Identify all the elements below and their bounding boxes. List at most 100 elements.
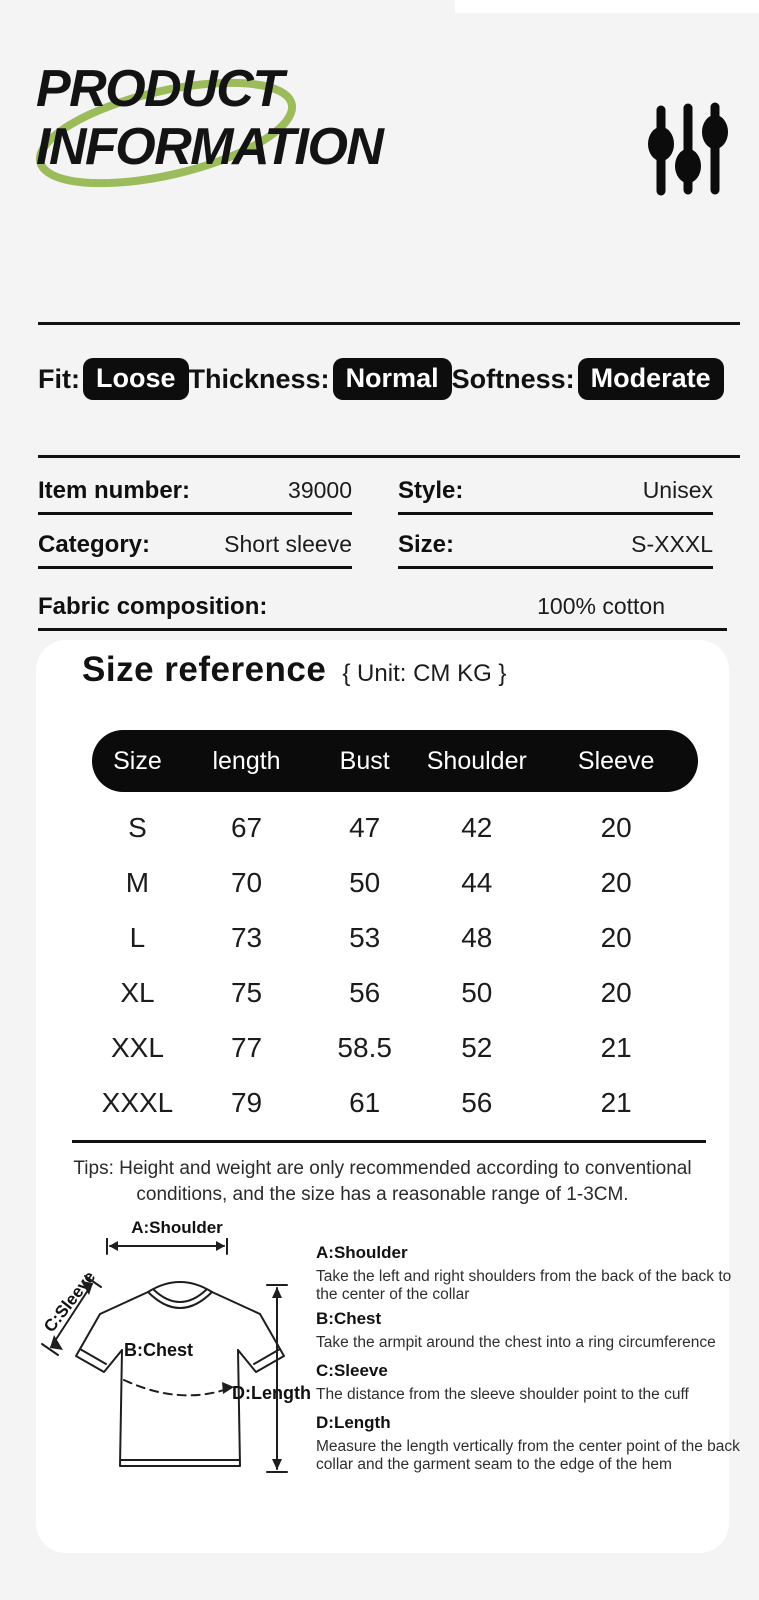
cell-bust: 58.5 bbox=[337, 1031, 392, 1063]
tips-line2: conditions, and the size has a reasonabl… bbox=[136, 1184, 629, 1205]
divider-middle bbox=[38, 455, 740, 458]
size-field: Size: S-XXXL bbox=[398, 531, 713, 569]
size-reference-header: Size reference { Unit: CM KG } bbox=[82, 650, 506, 690]
cell-size: S bbox=[128, 811, 147, 843]
page-title-line2: INFORMATION bbox=[36, 118, 384, 176]
size-label: Size: bbox=[398, 531, 455, 558]
cell-shoulder: 44 bbox=[461, 866, 493, 898]
cell-shoulder: 50 bbox=[461, 976, 493, 1008]
definition-term: C:Sleeve bbox=[316, 1361, 388, 1380]
table-bottom-divider bbox=[72, 1140, 706, 1143]
size-reference-card: Size reference { Unit: CM KG } Size leng… bbox=[36, 640, 740, 1553]
fit-attribute: Fit: Loose bbox=[38, 358, 189, 400]
size-table-body: S 67 47 42 20 M 70 50 44 20 L 73 53 48 2… bbox=[92, 800, 698, 1130]
cell-length: 67 bbox=[230, 811, 263, 843]
col-header-sleeve: Sleeve bbox=[577, 746, 655, 775]
style-field: Style: Unisex bbox=[398, 477, 713, 515]
cell-sleeve: 21 bbox=[600, 1086, 632, 1118]
definition-desc: The distance from the sleeve shoulder po… bbox=[316, 1386, 689, 1403]
definition-length: D:Length Measure the length vertically f… bbox=[316, 1413, 748, 1473]
cell-sleeve: 20 bbox=[600, 811, 632, 843]
cell-shoulder: 48 bbox=[461, 921, 493, 953]
table-row-l: L 73 53 48 20 bbox=[92, 910, 698, 965]
tips-note: Tips: Height and weight are only recomme… bbox=[36, 1156, 729, 1208]
thickness-label: Thickness: bbox=[188, 363, 330, 394]
cell-bust: 50 bbox=[349, 866, 381, 898]
definition-term: D:Length bbox=[316, 1413, 391, 1432]
cell-bust: 56 bbox=[349, 976, 381, 1008]
definition-term: A:Shoulder bbox=[316, 1243, 408, 1262]
fabric-composition-value: 100% cotton bbox=[537, 593, 665, 619]
softness-label: Softness: bbox=[451, 363, 575, 394]
category-field: Category: Short sleeve bbox=[38, 531, 352, 569]
table-row-xxxl: XXXL 79 61 56 21 bbox=[92, 1075, 698, 1130]
cell-length: 79 bbox=[230, 1086, 263, 1118]
size-table-header: Size length Bust Shoulder Sleeve bbox=[92, 730, 698, 792]
diagram-shoulder-label: A:Shoulder bbox=[131, 1218, 223, 1237]
cell-size: L bbox=[129, 921, 146, 953]
green-ellipse-scribble bbox=[35, 78, 297, 188]
tips-line1: Tips: Height and weight are only recomme… bbox=[73, 1158, 692, 1179]
size-value: S-XXXL bbox=[631, 531, 713, 557]
thickness-attribute: Thickness: Normal bbox=[189, 358, 452, 400]
table-row-m: M 70 50 44 20 bbox=[92, 855, 698, 910]
softness-attribute: Softness: Moderate bbox=[452, 358, 724, 400]
size-reference-unit: { Unit: CM KG } bbox=[342, 660, 507, 687]
fabric-composition-field: Fabric composition: 100% cotton bbox=[38, 593, 727, 631]
cell-sleeve: 20 bbox=[600, 921, 632, 953]
cell-shoulder: 42 bbox=[461, 811, 493, 843]
diagram-length-label: D:Length bbox=[232, 1383, 311, 1403]
definition-shoulder: A:Shoulder Take the left and right shoul… bbox=[316, 1243, 748, 1303]
top-right-white-strip bbox=[455, 0, 759, 13]
cell-size: XXXL bbox=[101, 1086, 174, 1118]
attributes-row: Fit: Loose Thickness: Normal Softness: M… bbox=[38, 358, 724, 400]
page-title-line1: PRODUCT bbox=[36, 60, 284, 118]
definition-desc: Take the left and right shoulders from t… bbox=[316, 1268, 732, 1303]
fabric-composition-label: Fabric composition: bbox=[38, 593, 268, 620]
cell-size: XL bbox=[120, 976, 155, 1008]
cell-length: 73 bbox=[230, 921, 263, 953]
cell-length: 70 bbox=[230, 866, 263, 898]
divider-top bbox=[38, 322, 740, 325]
item-number-field: Item number: 39000 bbox=[38, 477, 352, 515]
fit-label: Fit: bbox=[38, 363, 80, 394]
equalizer-sliders-icon bbox=[648, 102, 728, 196]
category-label: Category: bbox=[38, 531, 151, 558]
cell-length: 77 bbox=[230, 1031, 263, 1063]
definition-desc: Take the armpit around the chest into a … bbox=[316, 1334, 716, 1351]
cell-sleeve: 20 bbox=[600, 976, 632, 1008]
col-header-size: Size bbox=[113, 746, 162, 775]
thickness-value-badge: Normal bbox=[332, 358, 452, 400]
cell-size: XXL bbox=[110, 1031, 164, 1063]
tshirt-measurement-diagram bbox=[41, 1238, 288, 1473]
cell-shoulder: 52 bbox=[461, 1031, 493, 1063]
cell-size: M bbox=[125, 866, 150, 898]
definition-desc: Measure the length vertically from the c… bbox=[316, 1438, 740, 1473]
definition-term: B:Chest bbox=[316, 1309, 382, 1328]
definition-sleeve: C:Sleeve The distance from the sleeve sh… bbox=[316, 1361, 748, 1404]
cell-shoulder: 56 bbox=[461, 1086, 493, 1118]
cell-sleeve: 21 bbox=[600, 1031, 632, 1063]
table-row-xl: XL 75 56 50 20 bbox=[92, 965, 698, 1020]
col-header-length: length bbox=[212, 746, 281, 775]
softness-value-badge: Moderate bbox=[577, 358, 724, 400]
cell-bust: 61 bbox=[349, 1086, 381, 1118]
diagram-chest-label: B:Chest bbox=[124, 1340, 194, 1360]
style-value: Unisex bbox=[642, 477, 713, 503]
category-value: Short sleeve bbox=[224, 531, 352, 557]
style-label: Style: bbox=[398, 477, 464, 504]
table-row-xxl: XXL 77 58.5 52 21 bbox=[92, 1020, 698, 1075]
col-header-bust: Bust bbox=[339, 746, 390, 775]
size-reference-title: Size reference bbox=[82, 650, 327, 689]
col-header-shoulder: Shoulder bbox=[426, 746, 527, 775]
page-title: PRODUCT INFORMATION bbox=[36, 60, 384, 176]
fit-value-badge: Loose bbox=[82, 358, 189, 400]
cell-bust: 53 bbox=[349, 921, 381, 953]
cell-sleeve: 20 bbox=[600, 866, 632, 898]
item-number-value: 39000 bbox=[288, 477, 352, 503]
item-number-label: Item number: bbox=[38, 477, 191, 504]
cell-length: 75 bbox=[230, 976, 263, 1008]
definition-chest: B:Chest Take the armpit around the chest… bbox=[316, 1309, 748, 1352]
cell-bust: 47 bbox=[349, 811, 381, 843]
